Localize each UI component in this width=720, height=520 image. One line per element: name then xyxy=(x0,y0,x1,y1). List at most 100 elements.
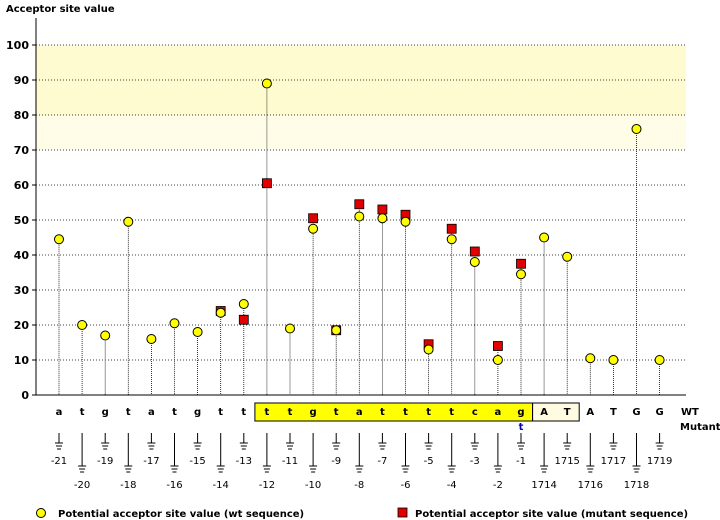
position-label: -5 xyxy=(424,456,434,467)
seq-letter-wt: G xyxy=(632,407,640,418)
seq-letter-wt: t xyxy=(241,407,246,418)
highlight-bands xyxy=(36,45,686,150)
mutant-point xyxy=(238,314,249,325)
wt-point xyxy=(492,355,503,365)
mutant-point xyxy=(492,341,503,351)
seq-letter-wt: c xyxy=(472,407,478,418)
seq-letter-wt: t xyxy=(426,407,431,418)
wt-point xyxy=(631,124,642,134)
wt-point xyxy=(146,334,157,344)
y-tick-label: 80 xyxy=(14,109,30,122)
y-tick-label: 0 xyxy=(21,389,29,402)
position-label: -7 xyxy=(377,456,387,467)
wt-point xyxy=(423,344,434,355)
position-label: -4 xyxy=(447,480,457,491)
seq-letter-wt: g xyxy=(102,407,109,418)
position-label: -17 xyxy=(143,456,159,467)
position-label: -2 xyxy=(493,480,503,491)
seq-letter-wt: t xyxy=(172,407,177,418)
mutant-point xyxy=(469,246,480,257)
y-tick-label: 100 xyxy=(6,39,29,52)
wt-point xyxy=(238,299,249,309)
y-tick-label: 40 xyxy=(14,249,30,262)
mutant-point xyxy=(516,258,526,269)
legend: Potential acceptor site value (wt sequen… xyxy=(36,507,688,520)
position-label: 1714 xyxy=(531,480,556,491)
data-marks xyxy=(54,78,665,365)
position-label: 1718 xyxy=(624,480,649,491)
chart-title: Acceptor site value xyxy=(6,4,115,15)
position-label: -15 xyxy=(189,456,205,467)
wt-point xyxy=(215,307,226,318)
mutant-point xyxy=(354,199,365,210)
y-tick-label: 90 xyxy=(14,74,30,87)
position-label: 1715 xyxy=(554,456,579,467)
seq-letter-wt: A xyxy=(586,407,594,418)
wt-point xyxy=(261,78,272,89)
y-tick-label: 30 xyxy=(14,284,30,297)
wt-point xyxy=(516,269,526,280)
seq-letter-wt: t xyxy=(288,407,293,418)
position-labels: -21 -20 -19 -18 -17 -16 -15 -14 -13 -12 -11 -10 -9 -8… xyxy=(51,456,672,491)
seq-letter-wt: T xyxy=(610,407,617,418)
seq-letter-wt: a xyxy=(56,407,63,418)
seq-letter-wt: g xyxy=(517,407,524,418)
position-label: -18 xyxy=(120,480,136,491)
mutant-row-label: Mutant xyxy=(680,422,720,433)
position-label: -11 xyxy=(282,456,298,467)
seq-letter-wt: t xyxy=(218,407,223,418)
mutant-point xyxy=(261,178,272,189)
wt-point xyxy=(100,330,111,341)
legend-wt-marker xyxy=(36,508,46,518)
position-label: -10 xyxy=(305,480,321,491)
seq-letter-wt: t xyxy=(80,407,85,418)
position-label: -3 xyxy=(470,456,480,467)
legend-mutant-label: Potential acceptor site value (mutant se… xyxy=(415,509,688,520)
y-axis: 0 10 20 30 40 50 60 70 80 90 100 xyxy=(6,18,686,402)
wt-point xyxy=(608,355,619,365)
position-label: -13 xyxy=(236,456,252,467)
wt-point xyxy=(585,353,596,364)
seq-letter-wt: t xyxy=(126,407,131,418)
white-sequence-box xyxy=(532,402,580,422)
wt-point xyxy=(377,213,388,224)
position-label: -20 xyxy=(74,480,90,491)
wt-point xyxy=(192,327,203,337)
seq-letter-wt: A xyxy=(540,407,548,418)
y-tick-label: 60 xyxy=(14,179,30,192)
seq-letter-wt: t xyxy=(265,407,270,418)
seq-letter-wt: a xyxy=(495,407,502,418)
stems xyxy=(58,83,660,395)
position-label: -12 xyxy=(259,480,275,491)
wt-point xyxy=(354,211,365,222)
position-label: 1717 xyxy=(601,456,626,467)
wt-point xyxy=(331,325,342,336)
position-label: -14 xyxy=(213,480,229,491)
y-tick-label: 50 xyxy=(14,214,30,227)
position-label: -19 xyxy=(97,456,113,467)
wt-point xyxy=(446,234,457,245)
seq-letter-wt: a xyxy=(356,407,363,418)
y-tick-label: 10 xyxy=(14,354,30,367)
position-label: -1 xyxy=(516,456,526,467)
wt-point xyxy=(654,355,665,365)
seq-letter-wt: t xyxy=(380,407,385,418)
sequence-boxes xyxy=(254,402,580,422)
position-label: -9 xyxy=(331,456,341,467)
seq-letter-wt: t xyxy=(449,407,454,418)
wt-point xyxy=(123,216,134,227)
wt-point xyxy=(285,323,295,334)
position-label: 1716 xyxy=(578,480,603,491)
mutant-point xyxy=(377,204,388,215)
seq-letter-wt: g xyxy=(310,407,317,418)
sequence-labels: a t g t a t g t t t t g t a t t t t c a gtA T A T G G xyxy=(56,407,664,433)
mutant-point xyxy=(446,223,457,234)
band-mid xyxy=(36,115,686,150)
y-tick-label: 20 xyxy=(14,319,30,332)
position-label: -21 xyxy=(51,456,67,467)
seq-letter-wt: G xyxy=(655,407,663,418)
wt-point xyxy=(77,320,88,330)
mutant-point xyxy=(308,213,319,224)
position-label: 1719 xyxy=(647,456,672,467)
seq-letter-wt: T xyxy=(564,407,571,418)
